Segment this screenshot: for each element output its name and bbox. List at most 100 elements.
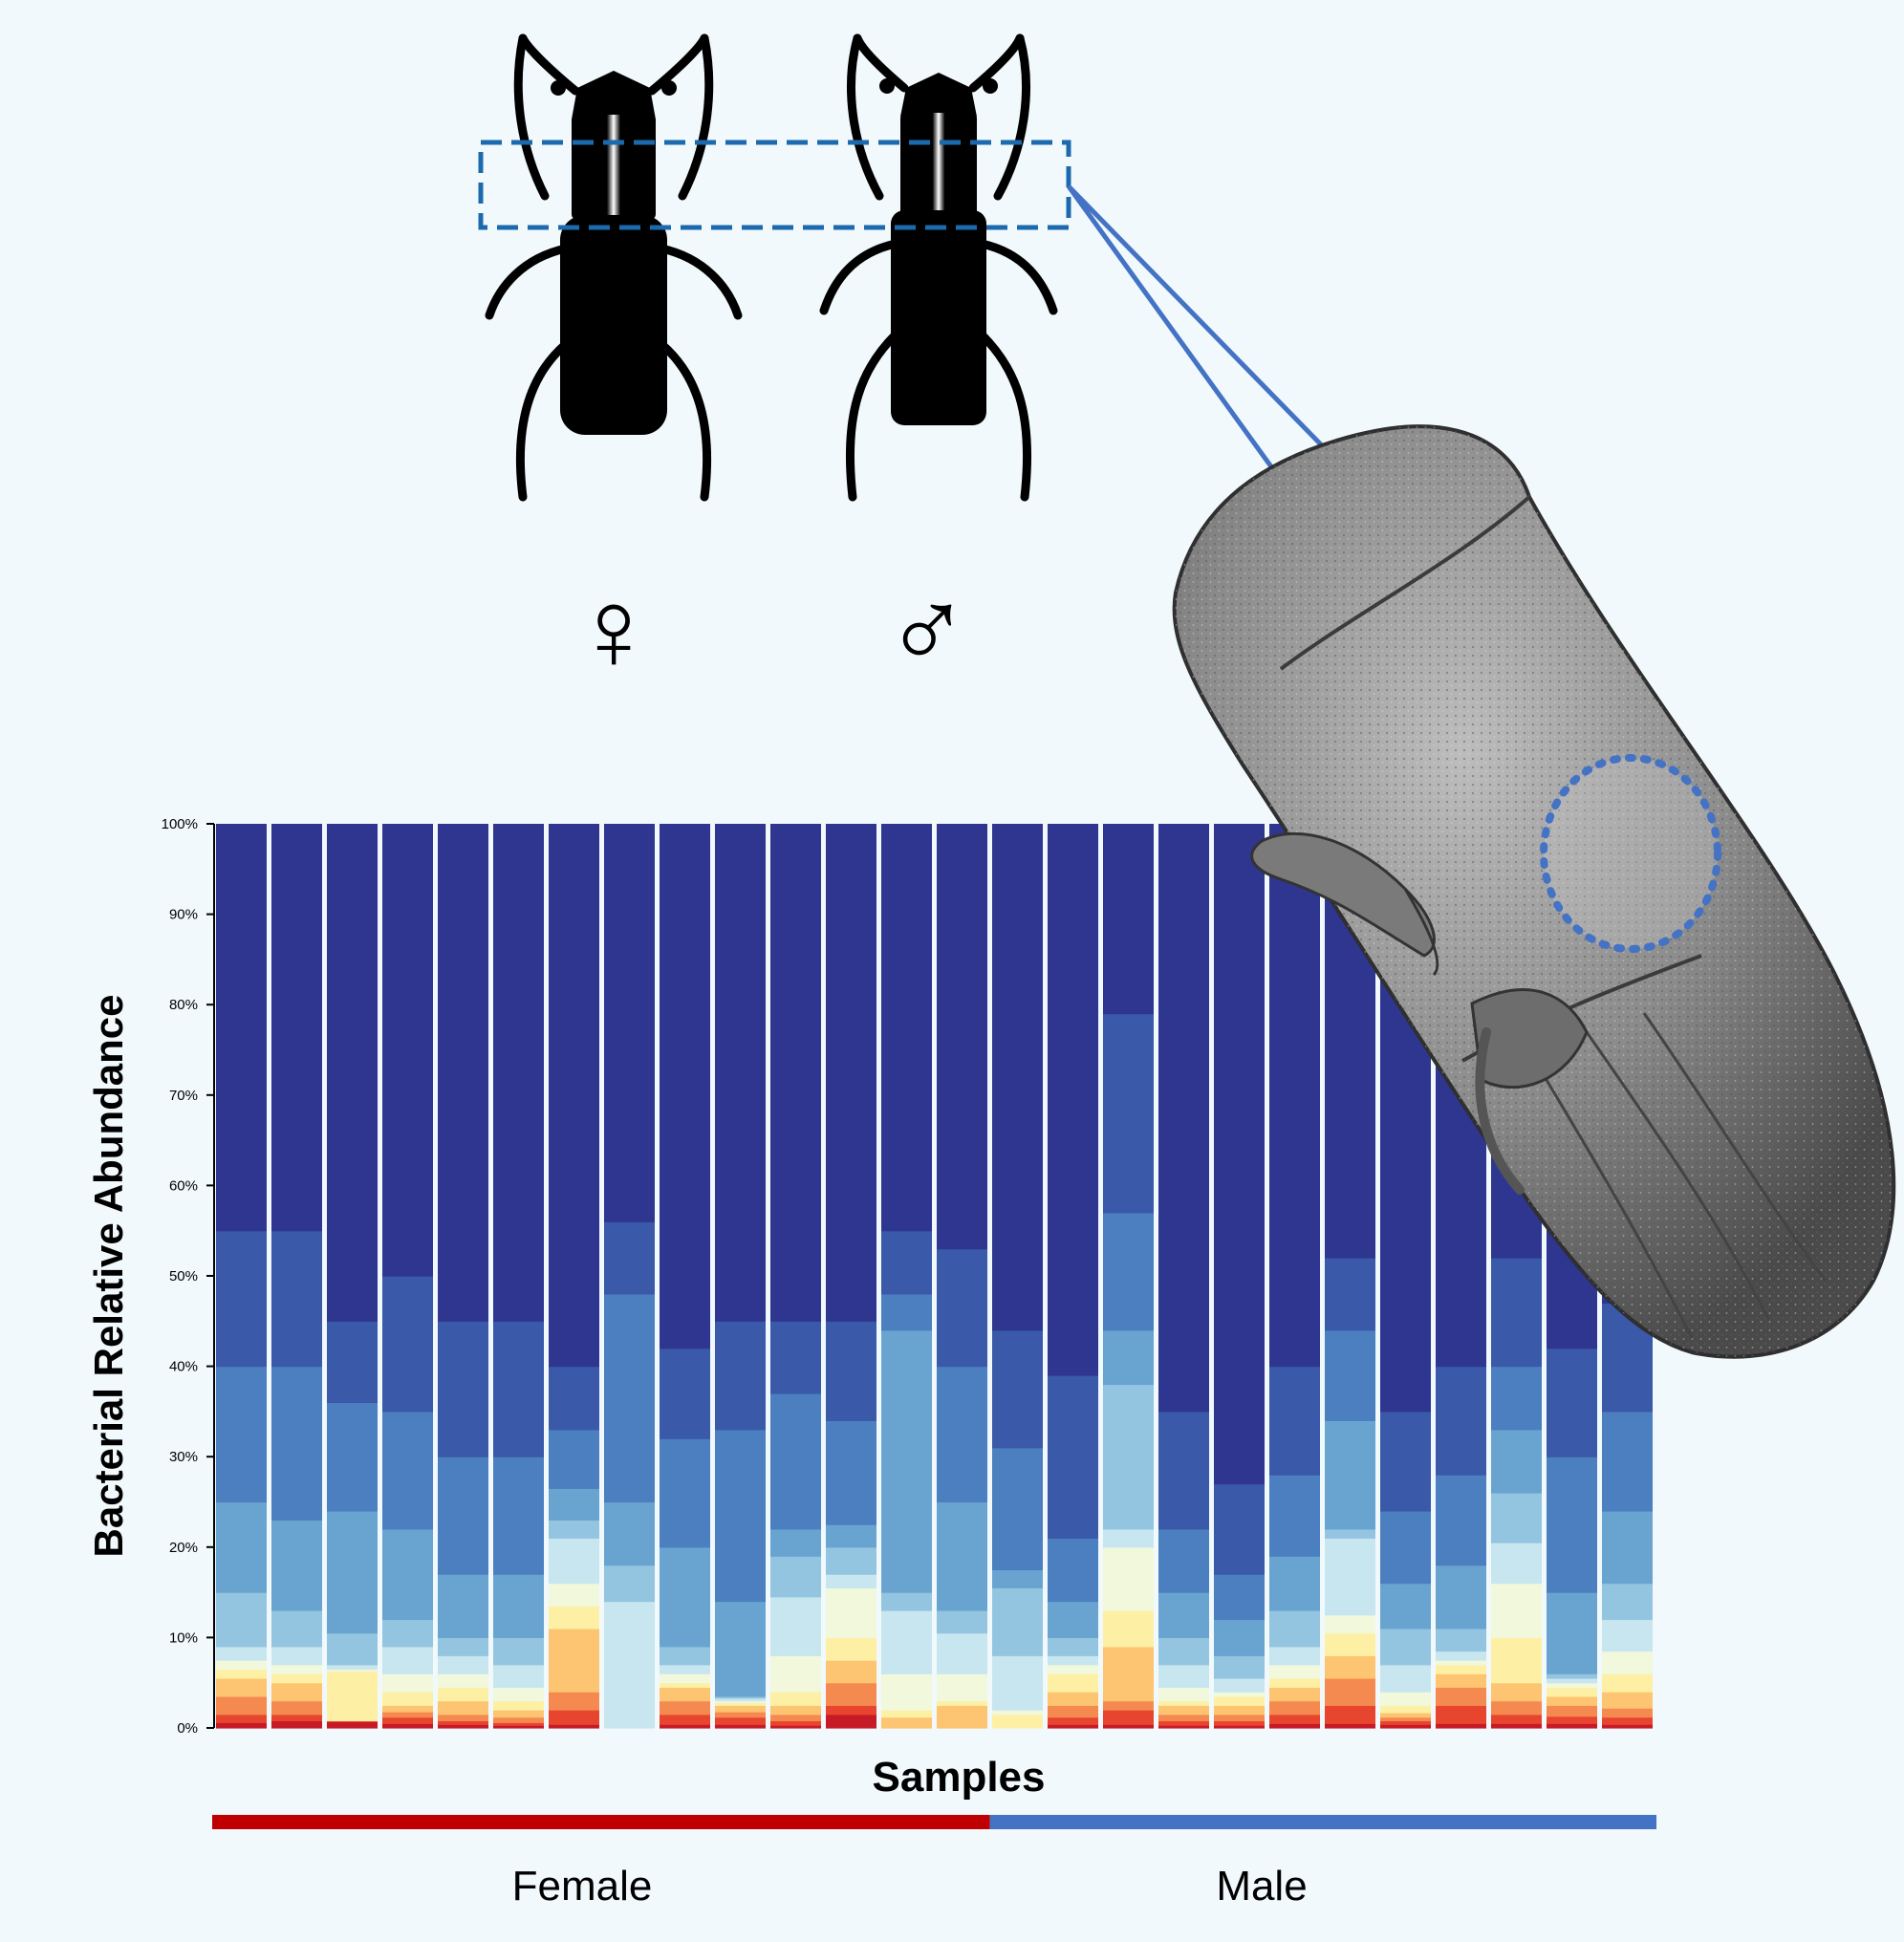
bar-segment: [715, 1695, 766, 1699]
bar-segment: [1103, 1013, 1154, 1214]
bar-segment: [382, 1528, 433, 1621]
bar-segment: [271, 1664, 322, 1674]
bar-segment: [327, 824, 378, 1322]
bar-segment: [1103, 1710, 1154, 1725]
bar-segment: [327, 1721, 378, 1729]
bar-segment: [549, 1724, 599, 1729]
bar-segment: [382, 1673, 433, 1693]
bar-segment: [493, 824, 544, 1322]
bar-segment: [216, 1646, 267, 1661]
bar-segment: [715, 1429, 766, 1603]
bar-segment: [1214, 1705, 1265, 1715]
bar-segment: [382, 1411, 433, 1530]
y-ticks-group: 0% 10% 20% 30% 40% 50% 60% 70% 80% 90% 100%: [162, 816, 214, 1737]
bar-segment: [216, 1230, 267, 1368]
bar-segment: [1436, 1475, 1486, 1566]
bar-segment: [1214, 1725, 1265, 1729]
bar-segment: [660, 1714, 710, 1725]
bar-segment: [660, 1664, 710, 1674]
bar-segment: [881, 1716, 932, 1729]
bar-segment: [1325, 1528, 1375, 1539]
bar-segment: [715, 824, 766, 1322]
bar-segment: [770, 1692, 821, 1706]
bar-segment: [992, 1714, 1043, 1729]
bar-segment: [770, 1392, 821, 1530]
female-symbol: ♀: [571, 566, 657, 694]
bar-segment: [1491, 1543, 1542, 1585]
sample-bar: [493, 824, 544, 1729]
sample-bar: [1158, 824, 1209, 1729]
bar-segment: [1491, 1493, 1542, 1543]
bar-segment: [1325, 1705, 1375, 1724]
bar-segment: [826, 824, 876, 1322]
bar-segment: [1436, 1673, 1486, 1689]
bar-segment: [1325, 1258, 1375, 1331]
bar-segment: [271, 1720, 322, 1729]
bar-segment: [715, 1724, 766, 1729]
bar-segment: [493, 1321, 544, 1457]
bar-segment: [438, 1655, 488, 1674]
bar-segment: [1380, 1716, 1431, 1722]
bar-segment: [1214, 1695, 1265, 1706]
bar-segment: [1269, 1366, 1320, 1476]
bar-segment: [826, 1637, 876, 1661]
sample-bar: [604, 824, 655, 1729]
y-tick-label: 70%: [169, 1088, 198, 1104]
beetle-3d-rendering: [1172, 424, 1896, 1359]
bar-segment: [549, 1606, 599, 1629]
bar-segment: [660, 1687, 710, 1702]
bar-segment: [992, 1447, 1043, 1571]
bar-segment: [1380, 1712, 1431, 1718]
bar-segment: [1158, 1725, 1209, 1729]
bar-segment: [1269, 1723, 1320, 1729]
bar-segment: [1380, 1510, 1431, 1585]
bar-segment: [382, 1705, 433, 1713]
bar-segment: [1547, 1456, 1597, 1593]
bar-segment: [327, 1671, 378, 1722]
group-bar-female: [212, 1815, 990, 1829]
bar-segment: [549, 1429, 599, 1489]
bar-segment: [1048, 1724, 1098, 1729]
bar-segment: [1547, 1687, 1597, 1697]
x-axis-label: Samples: [873, 1754, 1046, 1801]
bar-segment: [327, 1510, 378, 1634]
bar-segment: [1325, 1655, 1375, 1679]
bar-segment: [438, 1673, 488, 1689]
bar-segment: [438, 1720, 488, 1725]
bar-segment: [1436, 1723, 1486, 1729]
bar-segment: [1325, 1538, 1375, 1616]
bar-segment: [1158, 1720, 1209, 1726]
bar-segment: [1602, 1724, 1653, 1729]
bar-segment: [382, 1723, 433, 1729]
bar-segment: [327, 1632, 378, 1666]
bar-segment: [992, 1569, 1043, 1588]
bar-segment: [1103, 1610, 1154, 1648]
bar-segment: [1547, 1723, 1597, 1729]
bar-segment: [1325, 1723, 1375, 1729]
bar-segment: [549, 1692, 599, 1711]
bar-segment: [1269, 1677, 1320, 1689]
sample-bar: [937, 824, 987, 1729]
bar-segment: [1048, 1692, 1098, 1706]
bar-segment: [715, 1702, 766, 1706]
bar-segment: [1602, 1708, 1653, 1718]
bar-segment: [715, 1601, 766, 1697]
bar-segment: [1380, 1720, 1431, 1725]
sample-bar: [660, 824, 710, 1729]
bar-segment: [1214, 1677, 1265, 1693]
bar-segment: [1325, 1329, 1375, 1421]
bar-segment: [604, 1293, 655, 1503]
group-label-male: Male: [1216, 1863, 1307, 1910]
bar-segment: [770, 1725, 821, 1729]
y-tick-label: 20%: [169, 1540, 198, 1556]
bar-segment: [1380, 1628, 1431, 1666]
bar-segment: [1602, 1716, 1653, 1725]
bar-segment: [549, 824, 599, 1368]
bar-segment: [1269, 1556, 1320, 1611]
bar-segment: [660, 1546, 710, 1648]
bar-segment: [715, 1711, 766, 1718]
bar-segment: [770, 1655, 821, 1693]
bar-segment: [937, 1673, 987, 1702]
group-bars: Female Male: [212, 1815, 1656, 1910]
bar-segment: [438, 1456, 488, 1575]
